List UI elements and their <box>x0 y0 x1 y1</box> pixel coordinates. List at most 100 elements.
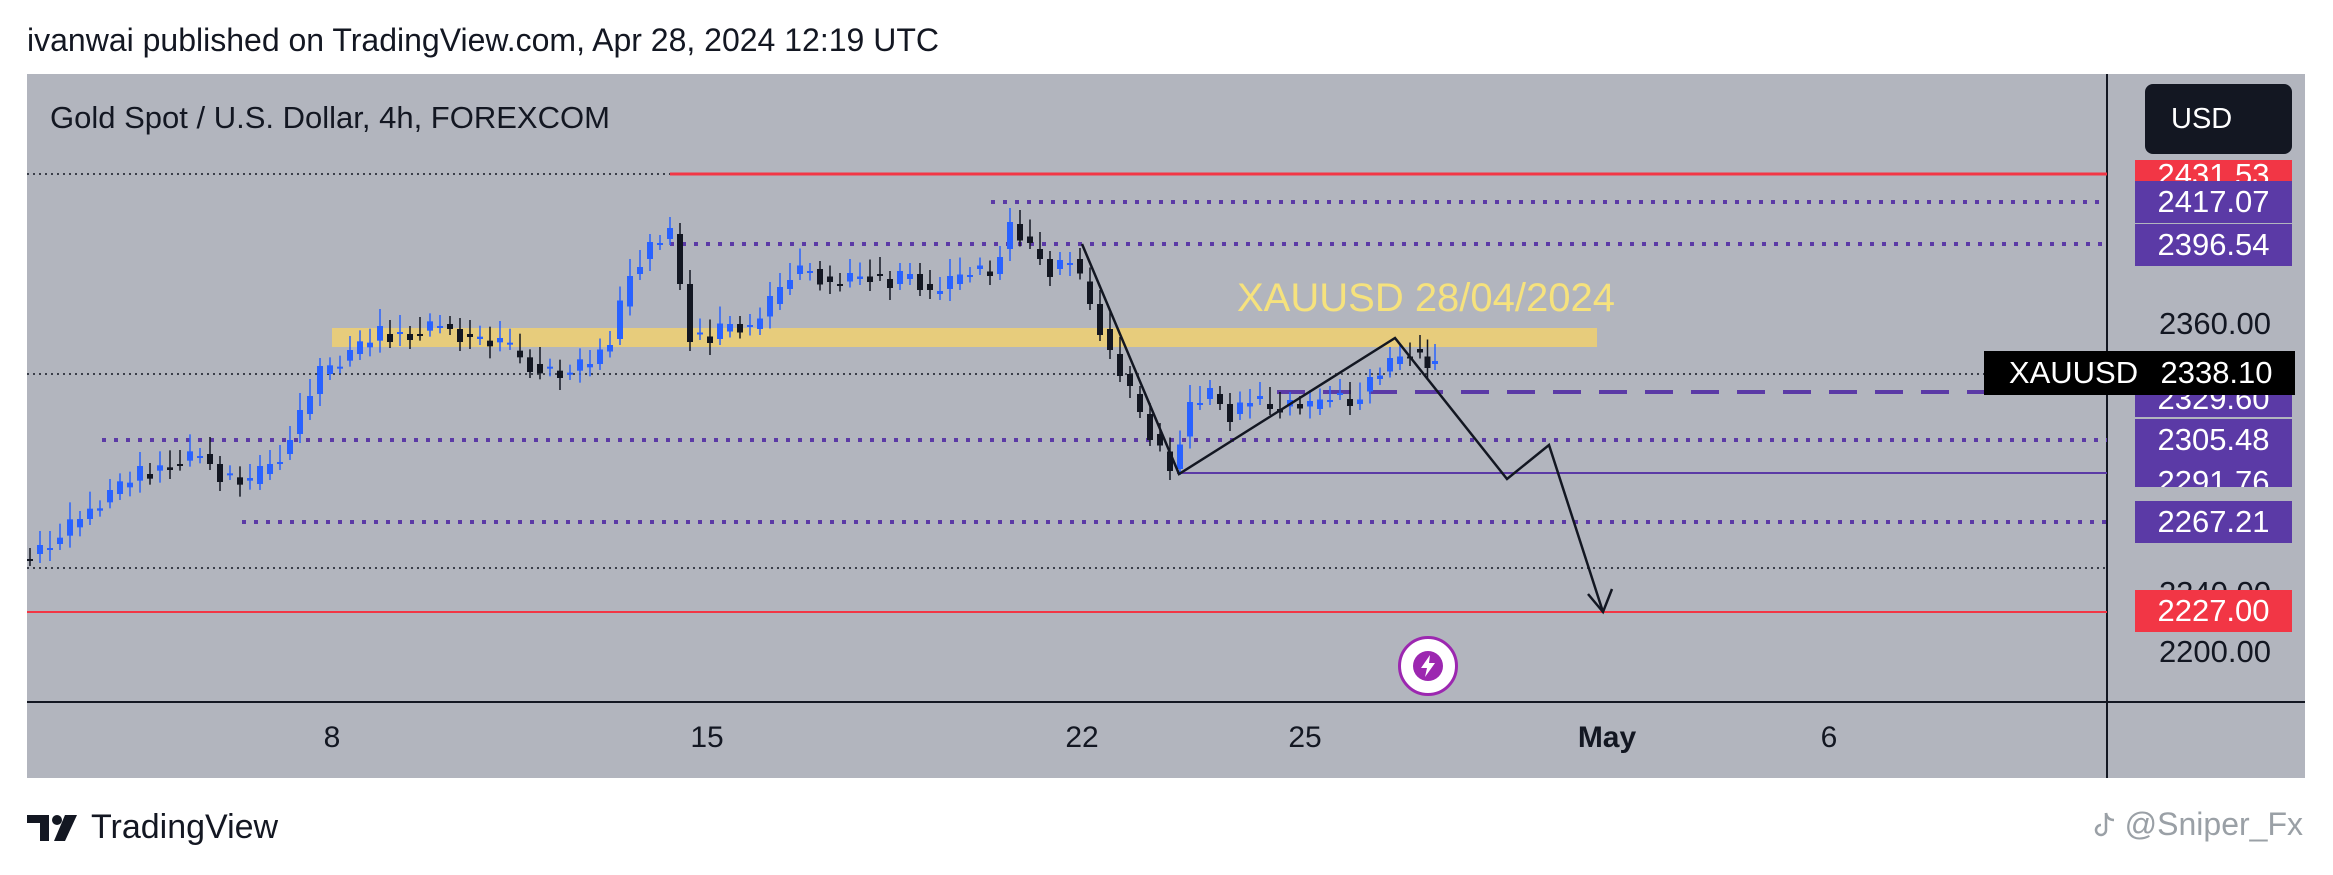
chart-annotation[interactable]: XAUUSD 28/04/2024 <box>1237 276 1616 320</box>
candle-body <box>117 481 123 494</box>
candle-body <box>347 350 353 361</box>
candle-body <box>717 323 723 339</box>
candle-body <box>857 276 863 279</box>
price-label-level: 2267.21 <box>2135 501 2292 543</box>
candle-body <box>487 340 493 347</box>
currency-button[interactable]: USD <box>2145 84 2292 154</box>
supply-zone[interactable] <box>332 328 1597 347</box>
candle-body <box>1347 399 1353 406</box>
candle-body <box>407 334 413 340</box>
candle-body <box>1432 361 1438 364</box>
candle-body <box>907 274 913 279</box>
price-label-thin: 2291.76 <box>2135 461 2292 487</box>
candle-body <box>467 334 473 337</box>
candle-body <box>1307 401 1313 407</box>
candle-body <box>367 342 373 348</box>
candle-body <box>197 456 203 458</box>
candle-body <box>987 271 993 276</box>
candle-body <box>297 410 303 434</box>
candle-body <box>1077 259 1083 274</box>
candle-body <box>187 451 193 461</box>
chart-canvas[interactable] <box>27 74 2305 778</box>
publish-attribution: ivanwai published on TradingView.com, Ap… <box>27 22 939 58</box>
candle-body <box>1137 394 1143 412</box>
chart-pane[interactable]: Gold Spot / U.S. Dollar, 4h, FOREXCOM US… <box>27 74 2305 778</box>
candle-body <box>97 508 103 511</box>
candle-body <box>107 490 113 503</box>
tradingview-brand[interactable]: TradingView <box>27 808 278 847</box>
candle-body <box>757 318 763 329</box>
candle-body <box>647 242 653 259</box>
candle-body <box>1297 404 1303 409</box>
candle-body <box>877 274 883 276</box>
candle-body <box>507 342 513 345</box>
price-tick: 2200.00 <box>2158 634 2271 669</box>
price-tick-obscured: 2240.00 <box>2159 573 2271 591</box>
price-label-dashed: 2329.60 <box>2135 395 2292 417</box>
candle-body <box>427 321 433 331</box>
reference-lines <box>27 173 2107 569</box>
candle-body <box>707 336 713 343</box>
candle-body <box>1167 451 1173 471</box>
candle-body <box>1327 400 1333 402</box>
symbol-tag: XAUUSD <box>1984 351 2163 395</box>
candle-body <box>127 482 133 488</box>
candle-body <box>1367 377 1373 392</box>
candle-body <box>1227 404 1233 422</box>
candle-body <box>1097 304 1103 335</box>
candle-body <box>1377 375 1383 379</box>
candle-body <box>607 345 613 352</box>
candle-body <box>227 473 233 476</box>
candle-body <box>1257 396 1263 399</box>
candle-body <box>1117 354 1123 376</box>
candle-body <box>1027 236 1033 243</box>
candle-body <box>137 466 143 481</box>
candles[interactable] <box>27 208 1438 566</box>
candle-body <box>777 287 783 304</box>
candle-body <box>517 350 523 358</box>
candle-body <box>307 396 313 414</box>
price-label-level: 2305.48 <box>2135 419 2292 461</box>
candle-body <box>477 336 483 339</box>
brand-name: TradingView <box>91 808 279 846</box>
candle-body <box>637 267 643 274</box>
candle-body <box>727 324 733 332</box>
candle-body <box>27 559 33 561</box>
candle-body <box>827 276 833 282</box>
candle-body <box>267 464 273 474</box>
candle-body <box>1107 329 1113 350</box>
candle-body <box>687 284 693 342</box>
candle-body <box>217 464 223 482</box>
candle-body <box>287 440 293 454</box>
candle-body <box>787 280 793 289</box>
candle-body <box>587 364 593 368</box>
candle-body <box>767 296 773 317</box>
candle-body <box>447 324 453 329</box>
candle-body <box>897 271 903 284</box>
candle-body <box>917 274 923 290</box>
time-tick-month: May <box>1577 721 1637 754</box>
candle-body <box>837 284 843 286</box>
time-tick: 15 <box>690 721 724 754</box>
candle-body <box>87 508 93 519</box>
candle-body <box>967 275 973 277</box>
candle-body <box>807 271 813 273</box>
candle-body <box>657 243 663 245</box>
candle-body <box>47 548 53 550</box>
candle-body <box>1387 358 1393 372</box>
candle-body <box>977 265 983 269</box>
candle-body <box>887 279 893 288</box>
time-tick: 6 <box>1820 721 1838 754</box>
candle-body <box>577 359 583 371</box>
trend-drawing[interactable] <box>1080 243 1605 613</box>
flash-icon[interactable] <box>1398 636 1458 696</box>
candle-body <box>617 300 623 339</box>
level-lines[interactable] <box>102 200 2107 524</box>
candle-body <box>377 326 383 341</box>
candle-body <box>1417 349 1423 353</box>
tradingview-logo-icon <box>27 814 77 841</box>
candle-body <box>157 465 163 471</box>
candle-body <box>1217 394 1223 404</box>
candle-body <box>527 357 533 372</box>
candle-body <box>397 332 403 334</box>
